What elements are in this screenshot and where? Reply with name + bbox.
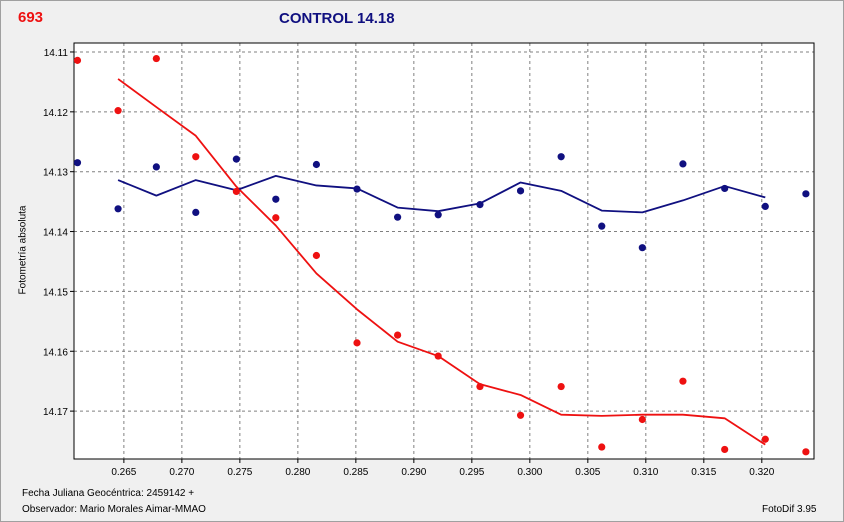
data-point-0 xyxy=(353,339,361,347)
y-tick-label: 14.11 xyxy=(44,48,69,59)
y-tick-label: 14.13 xyxy=(43,168,68,179)
y-tick-label: 14.15 xyxy=(43,287,68,298)
data-point-1 xyxy=(394,213,402,221)
data-point-0 xyxy=(516,411,525,419)
data-point-0 xyxy=(761,435,769,443)
x-tick-label: 0.290 xyxy=(401,467,426,478)
data-point-1 xyxy=(598,222,606,230)
data-point-0 xyxy=(192,153,200,161)
data-point-0 xyxy=(721,445,729,454)
data-point-1 xyxy=(73,159,82,167)
plot-border xyxy=(73,42,815,460)
data-point-1 xyxy=(721,184,729,193)
data-point-1 xyxy=(638,244,646,252)
data-point-0 xyxy=(679,377,687,385)
x-tick-label: 0.280 xyxy=(285,467,310,478)
data-point-1 xyxy=(434,211,442,219)
data-point-1 xyxy=(192,208,200,216)
data-point-0 xyxy=(598,443,606,451)
data-point-0 xyxy=(802,448,810,456)
data-point-0 xyxy=(434,352,442,360)
data-point-0 xyxy=(152,54,160,63)
data-point-1 xyxy=(679,160,687,168)
data-point-0 xyxy=(557,382,565,391)
x-tick-label: 0.310 xyxy=(633,467,658,478)
y-tick-label: 14.14 xyxy=(43,228,68,239)
julian-date-label: Fecha Juliana Geocéntrica: 2459142 + xyxy=(22,488,195,499)
data-point-1 xyxy=(312,160,321,169)
chart-title: CONTROL 14.18 xyxy=(279,10,395,27)
data-point-1 xyxy=(353,185,361,193)
data-point-1 xyxy=(114,205,122,213)
data-point-0 xyxy=(232,187,240,196)
variable-id-label: 693 xyxy=(18,9,44,26)
data-point-1 xyxy=(802,190,810,198)
y-tick-label: 14.12 xyxy=(43,108,68,119)
data-point-1 xyxy=(516,187,525,195)
plot-area xyxy=(74,43,814,459)
x-tick-label: 0.275 xyxy=(227,467,252,478)
y-tick-label: 14.17 xyxy=(43,407,68,418)
data-point-1 xyxy=(232,155,240,163)
data-point-0 xyxy=(638,415,646,424)
x-tick-label: 0.285 xyxy=(343,467,368,478)
x-tick-label: 0.295 xyxy=(459,467,484,478)
x-tick-label: 0.320 xyxy=(749,467,774,478)
software-version-label: FotoDif 3.95 xyxy=(762,504,817,515)
data-point-1 xyxy=(761,202,769,211)
data-point-0 xyxy=(394,331,402,339)
x-tick-label: 0.265 xyxy=(111,467,136,478)
data-point-0 xyxy=(312,251,321,260)
x-tick-label: 0.305 xyxy=(575,467,600,478)
data-point-0 xyxy=(73,56,82,64)
x-tick-label: 0.315 xyxy=(691,467,716,478)
data-point-1 xyxy=(476,201,484,209)
data-point-1 xyxy=(557,153,565,161)
data-point-1 xyxy=(272,195,280,203)
data-point-0 xyxy=(476,382,484,391)
x-tick-label: 0.270 xyxy=(169,467,194,478)
data-point-0 xyxy=(114,107,122,115)
data-point-1 xyxy=(152,163,160,171)
observer-label: Observador: Mario Morales Aimar-MMAO xyxy=(22,504,206,515)
data-point-0 xyxy=(272,214,280,222)
x-tick-label: 0.300 xyxy=(517,467,542,478)
y-tick-label: 14.16 xyxy=(43,347,68,358)
